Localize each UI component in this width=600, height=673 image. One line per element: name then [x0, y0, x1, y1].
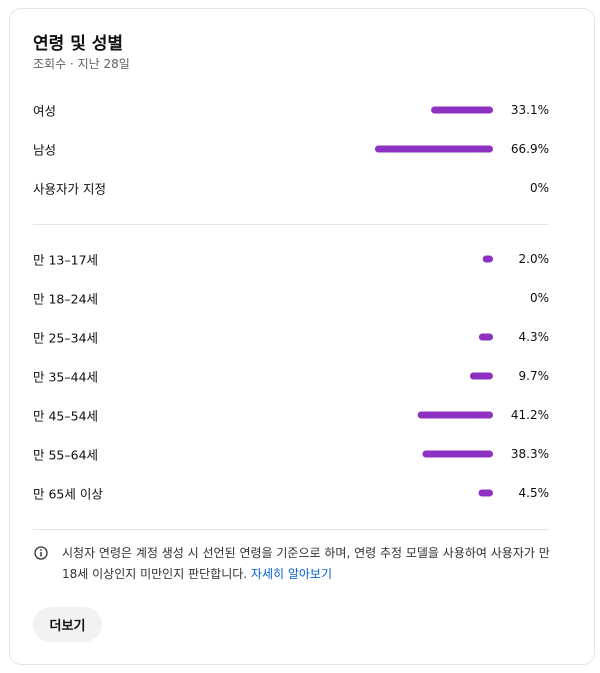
- card-subtitle: 조회수 · 지난 28일: [33, 57, 130, 71]
- bar-track: [422, 450, 493, 458]
- row-value: 2.0%: [518, 252, 550, 266]
- row-value: 41.2%: [510, 408, 549, 422]
- row-label: 만 55–64세: [33, 447, 99, 463]
- row-label: 만 25–34세: [33, 330, 99, 346]
- info-icon: [34, 546, 48, 560]
- row-label: 여성: [33, 103, 57, 119]
- row-value: 4.5%: [518, 486, 550, 500]
- row-label: 만 13–17세: [33, 252, 99, 268]
- bar-track: [431, 106, 493, 114]
- learn-more-link[interactable]: 자세히 알아보기: [250, 567, 333, 581]
- bar-track: [482, 255, 493, 263]
- row-value: 66.9%: [510, 142, 549, 156]
- divider: [33, 529, 549, 530]
- row-label: 만 45–54세: [33, 408, 99, 424]
- divider: [33, 224, 549, 225]
- row-value: 38.3%: [510, 447, 549, 461]
- row-label: 남성: [33, 142, 57, 158]
- row-label: 사용자가 지정: [33, 181, 106, 197]
- row-value: 33.1%: [510, 103, 549, 117]
- row-value: 0%: [529, 291, 549, 305]
- bar-track: [360, 182, 500, 194]
- note: 시청자 연령은 계정 생성 시 선언된 연령을 기준으로 하며, 연령 추정 모…: [62, 543, 554, 585]
- row-value: 9.7%: [518, 369, 550, 383]
- row-label: 만 65세 이상: [33, 486, 103, 502]
- card-title: 연령 및 성별: [33, 34, 124, 54]
- bar-track: [360, 292, 500, 304]
- more-button[interactable]: 더보기: [33, 607, 102, 642]
- bar-track: [417, 411, 493, 419]
- row-label: 만 18–24세: [33, 291, 99, 307]
- bar-track: [478, 333, 493, 341]
- bar-track: [374, 145, 493, 153]
- bar-track: [478, 489, 493, 497]
- bar-track: [469, 372, 493, 380]
- card: [9, 8, 595, 665]
- row-label: 만 35–44세: [33, 369, 99, 385]
- note-text: 시청자 연령은 계정 생성 시 선언된 연령을 기준으로 하며, 연령 추정 모…: [62, 546, 550, 581]
- row-value: 0%: [529, 181, 549, 195]
- row-value: 4.3%: [518, 330, 550, 344]
